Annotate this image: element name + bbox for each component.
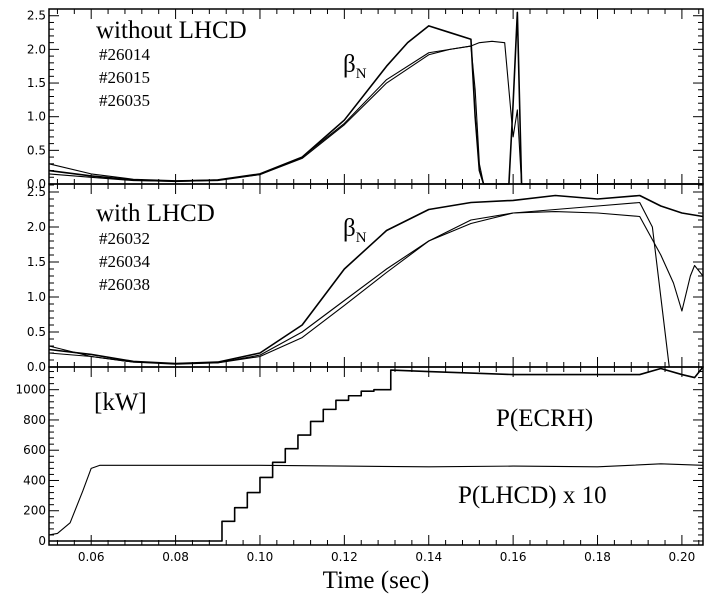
panel-1-shot-2: #26015 bbox=[99, 68, 150, 87]
tick-marks bbox=[49, 8, 703, 545]
panel-2-beta-label: βN bbox=[343, 215, 367, 246]
y-tick-label: 2.0 bbox=[27, 42, 46, 56]
y-tick-label: 0.0 bbox=[27, 177, 46, 191]
y-tick-label: 0.0 bbox=[27, 360, 46, 374]
panel-3-series-1 bbox=[49, 366, 704, 542]
x-tick-label: 0.14 bbox=[415, 550, 442, 564]
y-tick-label: 1.5 bbox=[27, 76, 46, 90]
panel-1-title: without LHCD bbox=[96, 17, 247, 44]
y-tick-label: 800 bbox=[23, 413, 46, 427]
y-tick-label: 200 bbox=[23, 504, 46, 518]
y-tick-label: 1000 bbox=[15, 383, 46, 397]
y-tick-label: 0 bbox=[38, 534, 46, 548]
panel-2-series-3 bbox=[48, 211, 704, 365]
panel-3-unit-label: [kW] bbox=[94, 389, 147, 416]
panel-1-shot-1: #26014 bbox=[99, 45, 151, 64]
y-tick-label: 2.5 bbox=[27, 185, 46, 199]
panel-1-shot-3: #26035 bbox=[99, 91, 150, 110]
x-tick-label: 0.18 bbox=[584, 550, 611, 564]
panel-2-beta-subscript: N bbox=[356, 230, 367, 246]
panel-3-series-2 bbox=[48, 463, 704, 536]
x-axis-title: Time (sec) bbox=[323, 567, 430, 594]
x-tick-label: 0.12 bbox=[331, 550, 358, 564]
y-tick-label: 2.5 bbox=[27, 9, 46, 23]
x-tick-label: 0.06 bbox=[78, 550, 105, 564]
ecrh-series-label: P(ECRH) bbox=[496, 405, 593, 432]
panel-2-shot-1: #26032 bbox=[99, 229, 150, 248]
panel-2-beta-symbol: β bbox=[343, 215, 356, 242]
panel-3-frame bbox=[48, 366, 704, 546]
y-tick-label: 1.0 bbox=[27, 290, 46, 304]
tick-labels: 0.00.51.01.52.02.50.00.51.01.52.02.50200… bbox=[15, 9, 695, 564]
x-tick-label: 0.08 bbox=[162, 550, 189, 564]
lhcd-series-label: P(LHCD) x 10 bbox=[458, 482, 607, 509]
y-tick-label: 400 bbox=[23, 473, 46, 487]
x-tick-label: 0.10 bbox=[247, 550, 274, 564]
panel-1-series-3 bbox=[48, 40, 703, 185]
y-tick-label: 1.5 bbox=[27, 255, 46, 269]
panel-2-title: with LHCD bbox=[96, 200, 215, 227]
y-tick-label: 2.0 bbox=[27, 220, 46, 234]
data-series bbox=[48, 11, 704, 542]
panel-1-series-2 bbox=[48, 45, 703, 185]
panel-2-shot-3: #26038 bbox=[99, 275, 150, 294]
x-tick-label: 0.16 bbox=[500, 550, 527, 564]
y-tick-label: 1.0 bbox=[27, 110, 46, 124]
y-tick-label: 0.5 bbox=[27, 143, 46, 157]
panel-1-beta-subscript: N bbox=[356, 66, 367, 82]
panel-1-beta-label: βN bbox=[343, 51, 367, 82]
y-tick-label: 600 bbox=[23, 443, 46, 457]
x-tick-label: 0.20 bbox=[669, 550, 696, 564]
y-tick-label: 0.5 bbox=[27, 325, 46, 339]
panel-2-shot-2: #26034 bbox=[99, 252, 151, 271]
panel-1-beta-symbol: β bbox=[343, 51, 356, 78]
